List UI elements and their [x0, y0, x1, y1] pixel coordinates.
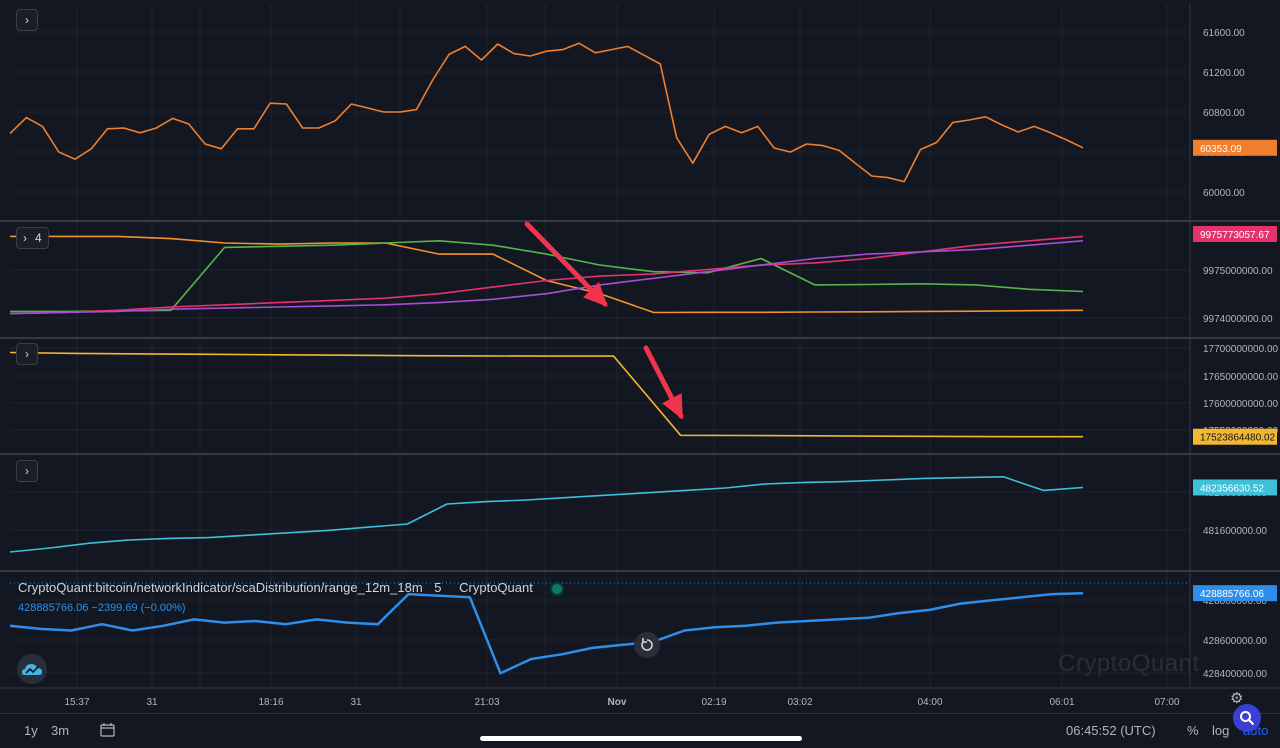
x-tick-label: 06:01 — [1049, 697, 1074, 708]
calendar-icon[interactable] — [100, 722, 116, 740]
y-tick-label: 9975000000.00 — [1203, 266, 1273, 277]
last-value-badge — [1193, 139, 1277, 156]
y-tick-label: 17650000000.00 — [1203, 372, 1279, 383]
y-tick-label: 17600000000.00 — [1203, 399, 1279, 410]
last-value-badge — [1193, 226, 1277, 242]
utc-time[interactable]: 06:45:52 (UTC) — [1066, 723, 1156, 738]
status-dot — [550, 581, 565, 596]
last-value-label: 60353.09 — [1200, 144, 1242, 155]
series-line-pane5-1 — [9, 591, 1084, 675]
series-line-pane4-1 — [9, 475, 1084, 553]
legend-value-line: 428885766.06 −2399.69 (−0.00%) — [18, 602, 186, 614]
y-tick-label: 428800000.00 — [1203, 596, 1267, 607]
legend-interval: 5 — [434, 580, 442, 595]
x-tick-label: 07:00 — [1154, 697, 1179, 708]
chevron-right-icon: › — [25, 13, 29, 27]
x-tick-label: 18:16 — [258, 697, 283, 708]
watermark: CryptoQuant — [1058, 650, 1200, 677]
series-line-pane1-1 — [9, 42, 1084, 183]
annotation-arrow-head — [583, 282, 608, 307]
last-value-label: 428885766.06 — [1200, 589, 1264, 600]
series-line-pane2-4 — [9, 240, 1084, 315]
percent-scale-button[interactable]: % — [1187, 723, 1199, 738]
x-tick-label: 15:37 — [64, 697, 89, 708]
pane-4-expand-button[interactable]: › — [16, 460, 38, 482]
x-tick-label: 03:02 — [787, 697, 812, 708]
gear-icon[interactable]: ⚙ — [1230, 690, 1244, 707]
chevron-right-icon: › — [25, 347, 29, 361]
x-tick-label: 04:00 — [917, 697, 942, 708]
y-tick-label: 61600.00 — [1203, 28, 1245, 39]
last-value-badge — [1193, 585, 1277, 602]
pane-1-expand-button[interactable]: › — [16, 9, 38, 31]
series-line-pane3-1 — [9, 351, 1083, 438]
x-tick-label: 21:03 — [474, 697, 499, 708]
last-value-label: 9975773057.67 — [1200, 230, 1270, 241]
pane-2-indicator-count: 4 — [35, 231, 42, 245]
legend-source: CryptoQuant — [459, 580, 533, 595]
y-tick-label: 481600000.00 — [1203, 526, 1267, 537]
bottom-toolbar: 1y 3m 06:45:52 (UTC) % log auto — [0, 713, 1280, 748]
x-tick-label: 31 — [350, 697, 362, 708]
y-tick-label: 60000.00 — [1203, 188, 1245, 199]
chevron-right-icon: › — [23, 231, 27, 245]
x-tick-label: 31 — [146, 697, 158, 708]
last-value-label: 17523864480.02 — [1200, 433, 1276, 444]
cloud-logo-icon[interactable] — [17, 654, 47, 684]
last-value-label: 482356630.52 — [1200, 483, 1264, 494]
range-3m-button[interactable]: 3m — [51, 723, 70, 738]
last-value-badge — [1193, 479, 1277, 496]
range-1y-button[interactable]: 1y — [24, 723, 38, 738]
chart-canvas: 61600.0061200.0060800.0060400.0060000.00… — [0, 4, 1280, 708]
x-tick-label: Nov — [608, 697, 627, 708]
series-line-pane2-3 — [9, 235, 1084, 315]
last-value-badge — [1193, 428, 1277, 445]
home-indicator — [480, 736, 802, 741]
x-tick-label: 02:19 — [701, 697, 726, 708]
y-tick-label: 428600000.00 — [1203, 636, 1267, 647]
annotation-arrow-head — [662, 393, 683, 420]
series-legend[interactable]: CryptoQuant:bitcoin/networkIndicator/sca… — [18, 580, 565, 596]
log-scale-button[interactable]: log — [1212, 723, 1230, 738]
series-line-pane2-2 — [10, 240, 1084, 313]
y-tick-label: 9974000000.00 — [1203, 314, 1273, 325]
pane-3-expand-button[interactable]: › — [16, 343, 38, 365]
y-tick-label: 60800.00 — [1203, 108, 1245, 119]
y-tick-label: 17700000000.00 — [1203, 344, 1279, 355]
legend-series-label: CryptoQuant:bitcoin/networkIndicator/sca… — [18, 580, 423, 595]
search-icon[interactable] — [1233, 704, 1261, 732]
y-tick-label: 61200.00 — [1203, 68, 1245, 79]
pane-2-expand-button[interactable]: › 4 — [16, 227, 49, 249]
y-tick-label: 428400000.00 — [1203, 669, 1267, 680]
series-line-pane2-1 — [10, 235, 1084, 314]
chevron-right-icon: › — [25, 464, 29, 478]
reset-icon[interactable] — [634, 632, 660, 658]
